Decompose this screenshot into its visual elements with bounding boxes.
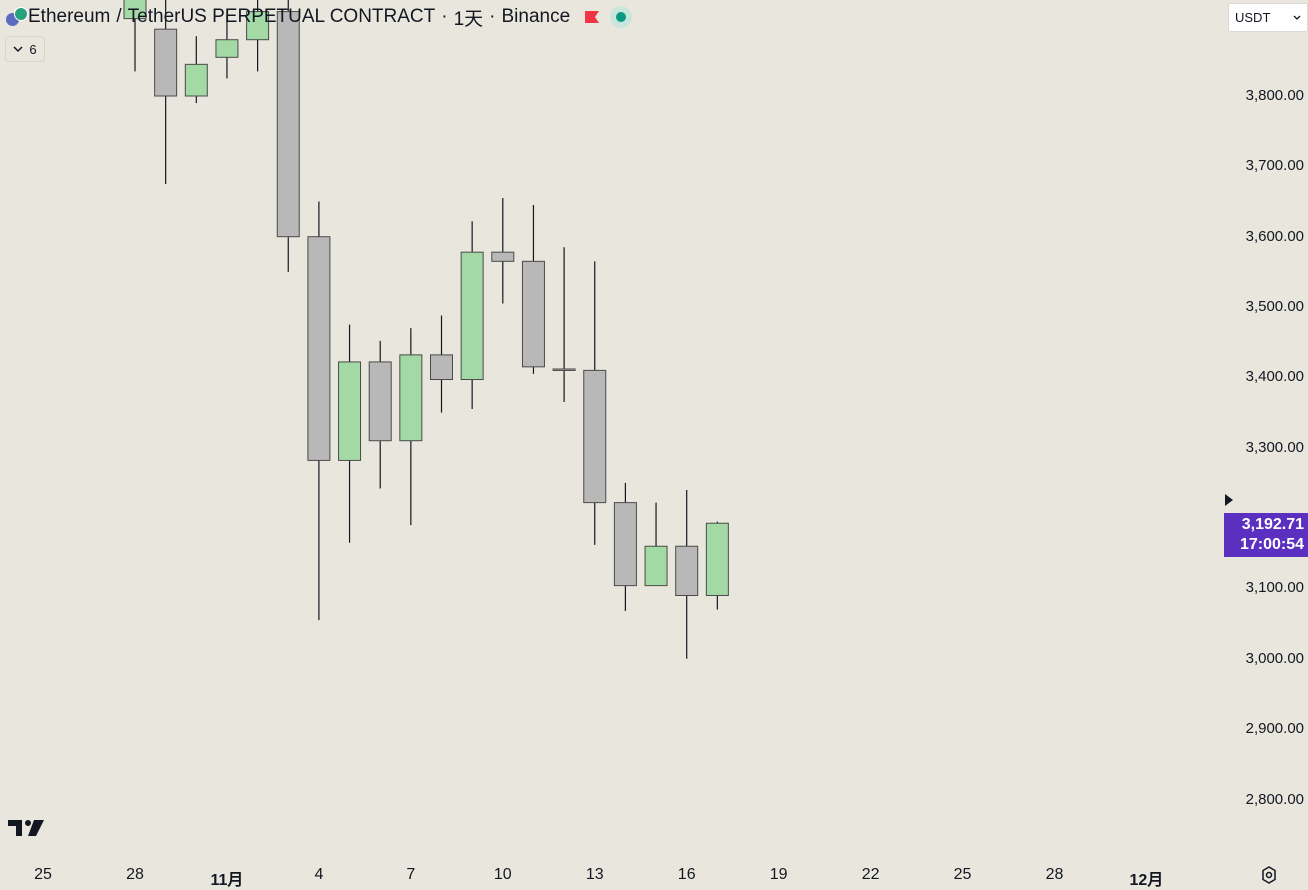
candle-11-03[interactable] [307,201,331,621]
candle-10-28[interactable] [123,0,147,72]
candle-body-down [307,236,331,461]
price-tick-label: 3,700.00 [1245,157,1304,175]
candle-11-01[interactable] [246,0,270,72]
candle-body-down [154,28,178,97]
exchange-separator: · [489,6,496,27]
candle-body-down [491,251,515,262]
quote-name[interactable]: TetherUS PERPETUAL CONTRACT [127,6,436,27]
currency-value: USDT [1235,10,1271,25]
last-price-value: 3,192.71 [1241,516,1304,533]
candle-11-09[interactable] [491,198,515,304]
date-tick-label: 7 [406,866,416,883]
settings-gear-icon[interactable] [1260,866,1278,884]
candle-10-30[interactable] [184,36,208,104]
date-tick-label: 25 [34,866,52,883]
candle-body-down [368,361,392,442]
candle-11-10[interactable] [521,205,545,374]
date-tick-label: 16 [677,866,696,883]
candle-body-up [123,0,147,20]
price-tick-label: 3,300.00 [1245,438,1304,456]
candle-body-down [613,502,637,587]
exchange-label[interactable]: Binance [501,6,571,27]
date-tick-label: 10 [493,866,512,883]
last-price-label: 3,192.71 17:00:54 [1224,513,1308,557]
candle-11-13[interactable] [613,482,637,611]
chart-header: Ethereum / TetherUS PERPETUAL CONTRACT ·… [6,4,633,30]
candle-11-08[interactable] [460,221,484,410]
date-tick-label: 25 [953,866,972,883]
candle-body-up [246,11,270,41]
tradingview-logo-icon[interactable] [8,818,48,838]
date-tick-label: 11月 [210,872,244,889]
candle-body-up [705,522,729,596]
indicators-count: 6 [29,41,37,57]
eth-usdt-icon [6,6,28,28]
indicators-toggle-button[interactable]: 6 [5,36,45,62]
price-tick-label: 2,900.00 [1245,720,1304,738]
candle-body-up [338,361,362,461]
candle-11-04[interactable] [338,324,362,543]
pair-separator: / [116,6,122,27]
date-tick-label: 28 [1045,866,1064,883]
candle-11-05[interactable] [368,340,392,489]
chevron-down-icon [13,45,23,52]
candle-11-12[interactable] [583,261,607,545]
interval-separator: · [441,6,448,27]
candles-layer [123,0,729,659]
candle-body-down [583,369,607,504]
candle-body-up [644,545,668,587]
candle-body-down [675,545,699,596]
flag-icon[interactable] [584,10,600,24]
date-tick-label: 13 [585,866,604,883]
date-tick-label: 22 [861,866,880,883]
candle-body-down [276,11,300,238]
candle-body-up [215,39,239,58]
price-marker-arrow-icon [1225,494,1233,506]
price-tick-label: 3,000.00 [1245,649,1304,667]
candle-body-down [552,368,576,371]
candle-11-16[interactable] [705,521,729,610]
price-tick-label: 3,600.00 [1245,227,1304,245]
candle-10-31[interactable] [215,15,239,79]
interval-label[interactable]: 1天 [453,8,484,30]
date-tick-label: 4 [314,866,324,883]
market-status-icon[interactable] [610,6,633,28]
date-tick-label: 28 [126,866,144,883]
date-tick-label: 12月 [1129,872,1164,889]
price-tick-label: 3,800.00 [1245,87,1304,104]
candle-11-11[interactable] [552,247,576,403]
date-tick-label: 19 [769,866,788,883]
candle-body-down [430,354,453,381]
price-tick-label: 3,400.00 [1245,368,1304,386]
candle-body-down [521,260,545,368]
candle-body-up [184,63,208,97]
candle-11-07[interactable] [430,315,453,413]
price-tick-label: 2,800.00 [1245,790,1304,808]
candle-11-14[interactable] [644,502,668,587]
symbol-name[interactable]: Ethereum [28,6,111,27]
candle-11-02[interactable] [276,0,300,272]
candle-10-29[interactable] [154,0,178,184]
price-tick-label: 3,100.00 [1245,579,1304,597]
price-tick-label: 3,500.00 [1245,298,1304,316]
candle-body-up [399,354,423,442]
countdown-timer: 17:00:54 [1239,536,1304,553]
candle-11-15[interactable] [675,489,699,659]
currency-select[interactable]: USDT [1228,3,1308,32]
chevron-down-icon [1293,15,1301,20]
candle-11-06[interactable] [399,328,423,526]
candle-body-up [460,251,484,381]
